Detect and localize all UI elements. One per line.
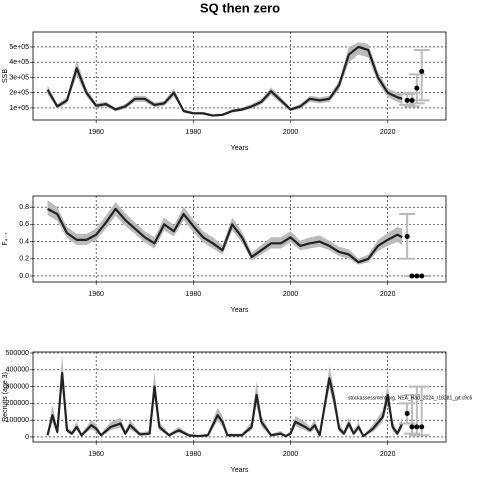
projection-point: [409, 273, 415, 279]
y-axis-label: SSB: [2, 69, 9, 83]
y-tick-label: 0: [25, 434, 29, 441]
x-axis-label: Years: [231, 307, 249, 314]
projection-point: [414, 424, 420, 430]
y-tick-label: 5e+05: [9, 44, 29, 51]
x-tick-label: 1980: [186, 129, 202, 136]
y-tick-label: 0.2: [19, 256, 29, 263]
x-axis-label: Years: [231, 145, 249, 152]
x-tick-label: 2000: [283, 451, 299, 458]
y-tick-label: 400000: [6, 367, 29, 374]
y-tick-label: 3e+05: [9, 74, 29, 81]
x-tick-label: 2020: [380, 291, 396, 298]
annotation: stockassessment.org, NEA_Had_2024_r18281…: [348, 395, 472, 401]
x-tick-label: 1980: [186, 451, 202, 458]
plot-frame: [32, 351, 447, 443]
confidence-band: [47, 353, 403, 437]
x-tick-label: 1980: [186, 291, 202, 298]
y-axis-label: F₄₋₇: [2, 232, 9, 246]
x-tick-label: 1960: [88, 451, 104, 458]
x-tick-label: 2020: [380, 129, 396, 136]
estimate-line: [46, 45, 403, 117]
projection-point: [419, 273, 425, 279]
y-tick-label: 0.0: [19, 273, 29, 280]
projection-point: [419, 68, 425, 74]
y-tick-label: 500000: [6, 350, 29, 357]
projection-point: [404, 97, 410, 103]
estimate-line: [46, 372, 404, 438]
chart-title: SQ then zero: [200, 0, 280, 15]
projection-point: [404, 410, 410, 416]
plot-frame: [32, 195, 447, 283]
estimate-line: [47, 207, 403, 264]
plot-frame: [32, 31, 447, 121]
y-tick-label: 2e+05: [9, 90, 29, 97]
projection-point: [419, 424, 425, 430]
y-tick-label: 0.4: [19, 238, 29, 245]
y-tick-label: 4e+05: [9, 59, 29, 66]
y-axis-label: Recruits (age 3): [2, 372, 9, 422]
y-tick-label: 0.8: [19, 204, 29, 211]
x-tick-label: 1960: [88, 129, 104, 136]
projection-point: [409, 424, 415, 430]
y-tick-label: 1e+05: [9, 105, 29, 112]
y-tick-label: 100000: [6, 417, 29, 424]
x-axis-label: Years: [231, 467, 249, 474]
x-tick-label: 2000: [283, 129, 299, 136]
projection-point: [414, 273, 420, 279]
x-tick-label: 2020: [380, 451, 396, 458]
x-tick-label: 2000: [283, 291, 299, 298]
x-tick-label: 1960: [88, 291, 104, 298]
projection-point: [414, 85, 420, 91]
projection-point: [409, 97, 415, 103]
y-tick-label: 200000: [6, 400, 29, 407]
y-tick-label: 0.6: [19, 221, 29, 228]
y-tick-label: 300000: [6, 383, 29, 390]
projection-point: [404, 233, 410, 239]
